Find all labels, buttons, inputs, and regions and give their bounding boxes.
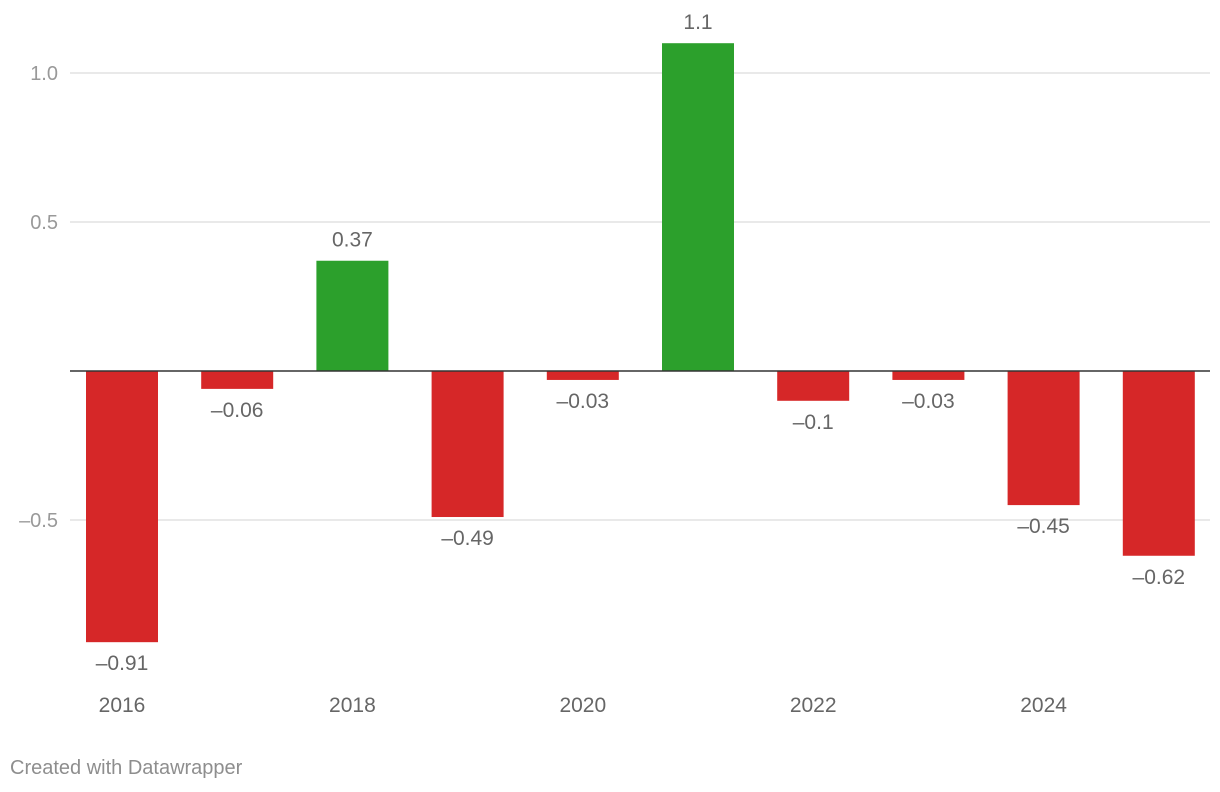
value-label: 1.1 <box>683 11 712 34</box>
y-tick-label: 0.5 <box>30 212 58 234</box>
value-label: –0.91 <box>96 652 149 675</box>
bar <box>1122 371 1195 556</box>
bar <box>662 43 734 371</box>
value-label: –0.1 <box>793 411 834 434</box>
bar <box>892 371 965 380</box>
bar <box>201 371 274 389</box>
bar <box>431 371 504 518</box>
value-label: –0.62 <box>1133 566 1186 589</box>
value-label: –0.45 <box>1017 515 1070 538</box>
bar <box>86 371 158 643</box>
bars <box>86 43 1195 643</box>
x-tick-label: 2018 <box>329 694 376 717</box>
value-label: –0.03 <box>557 390 610 413</box>
bar <box>777 371 850 401</box>
datawrapper-credit: Created with Datawrapper <box>10 757 243 779</box>
x-axis-tick-labels: 2016 2018 2020 2022 2024 <box>99 694 1068 717</box>
y-axis-tick-labels: 1.0 0.5 –0.5 <box>19 63 58 532</box>
value-label: –0.49 <box>441 527 494 550</box>
x-tick-label: 2020 <box>559 694 606 717</box>
value-label: 0.37 <box>332 229 373 252</box>
x-tick-label: 2016 <box>99 694 146 717</box>
y-tick-label: –0.5 <box>19 510 58 532</box>
x-tick-label: 2024 <box>1020 694 1067 717</box>
x-tick-label: 2022 <box>790 694 837 717</box>
value-label: –0.03 <box>902 390 955 413</box>
value-labels: –0.91 –0.06 0.37 –0.49 –0.03 1.1 –0.1 –0.03 –0.4… <box>96 11 1185 675</box>
y-tick-label: 1.0 <box>30 63 58 85</box>
bar <box>546 371 619 380</box>
bar <box>1007 371 1080 506</box>
value-label: –0.06 <box>211 399 264 422</box>
bar <box>316 260 389 371</box>
gridlines <box>70 72 1210 521</box>
